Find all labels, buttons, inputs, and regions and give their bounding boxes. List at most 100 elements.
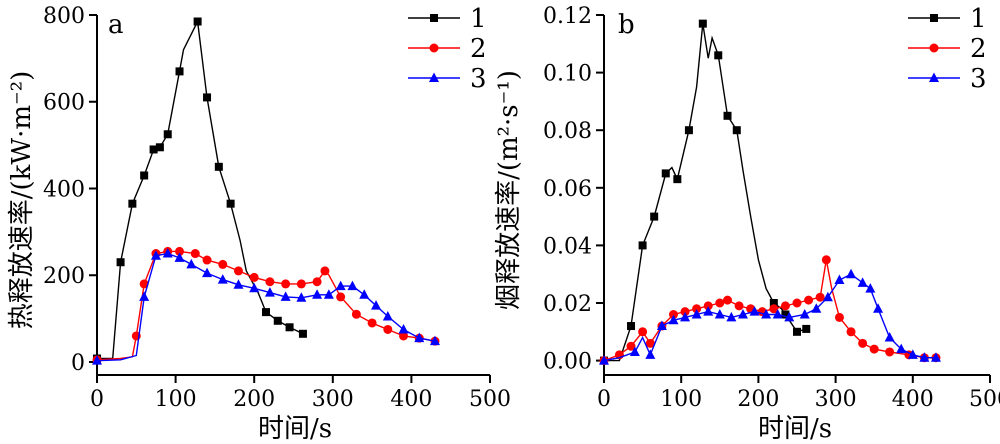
series-3-point	[296, 292, 307, 302]
series-2-point	[139, 279, 149, 289]
series-3-point	[726, 311, 737, 322]
series-1-line	[97, 19, 304, 360]
series-2-point	[202, 255, 212, 265]
series-2-point	[834, 312, 844, 322]
series-2-point	[638, 327, 648, 337]
series-1-point	[793, 327, 801, 336]
series-3-point	[799, 309, 810, 319]
panel-b-letter: b	[618, 10, 635, 40]
legend-item-1: 1	[908, 4, 987, 34]
panel-a-y-axis-title: 热释放速率/(kW·m⁻²)	[7, 71, 37, 330]
legend-marker	[930, 14, 938, 22]
series-2-point	[320, 266, 330, 276]
series-1-point	[226, 199, 235, 208]
x-tick-label: 400	[892, 387, 934, 412]
series-2-point	[715, 298, 725, 308]
series-3-point	[414, 332, 425, 343]
series-3-point	[202, 267, 213, 278]
series-2-point	[218, 259, 228, 269]
legend-marker	[430, 14, 438, 22]
x-tick-label: 0	[597, 387, 611, 412]
x-tick-label: 100	[155, 387, 197, 412]
legend-label: 3	[470, 64, 487, 94]
series-3-point	[907, 349, 918, 359]
legend-label: 2	[470, 34, 487, 64]
series-3-point	[737, 309, 748, 319]
legend-label: 1	[970, 4, 987, 34]
series-3-point	[323, 289, 334, 299]
series-2-point	[249, 272, 259, 282]
series-3-point	[865, 283, 876, 293]
series-3-point	[896, 343, 907, 354]
series-1-point	[285, 323, 294, 332]
series-2-point	[233, 266, 243, 276]
series-1-point	[261, 308, 270, 317]
series-3-point	[656, 320, 667, 331]
series-1-point	[802, 324, 811, 333]
y-tick-label: 0	[71, 351, 85, 376]
panel-a: a 时间/s 热释放速率/(kW·m⁻²) 0 100 200 300 400 500 0 2…	[7, 4, 511, 444]
legend-item-2: 2	[908, 34, 987, 64]
series-2-point	[265, 277, 275, 287]
series-1-point	[638, 241, 647, 250]
legend-label: 2	[970, 34, 987, 64]
series-3-point	[873, 303, 884, 313]
panel-a-x-axis-title: 时间/s	[258, 414, 332, 444]
series-2-point	[780, 301, 790, 311]
series-3-point	[784, 311, 795, 322]
series-1-point	[155, 143, 164, 152]
series-3-point	[217, 274, 228, 284]
x-tick-label: 0	[90, 387, 104, 412]
x-tick-label: 200	[737, 387, 779, 412]
series-3-point	[629, 346, 640, 356]
y-tick-label: 0.06	[543, 177, 592, 202]
legend-item-2: 2	[408, 34, 487, 64]
series-2-point	[296, 279, 306, 289]
series-2-point	[703, 301, 713, 311]
series-3-point	[347, 280, 358, 291]
x-tick-label: 300	[312, 387, 354, 412]
series-2-point	[804, 295, 814, 305]
series-1-point	[698, 19, 707, 28]
series-3-point	[335, 280, 346, 291]
y-tick-label: 400	[43, 177, 85, 202]
series-2-point	[885, 347, 895, 357]
x-tick-label: 400	[390, 387, 432, 412]
series-1-point	[723, 111, 732, 120]
legend-marker	[929, 43, 939, 53]
panel-a-axes: 0 100 200 300 400 500 0 200 400 600 800	[43, 4, 511, 412]
panel-b: b 时间/s 烟释放速率/(m²·s⁻¹) 0 100 200 300 400 500 0.…	[494, 4, 1000, 444]
y-tick-label: 600	[43, 91, 85, 116]
series-3-point	[811, 303, 822, 313]
x-tick-label: 300	[815, 387, 857, 412]
y-tick-label: 0.04	[543, 234, 592, 259]
series-3-point	[398, 323, 409, 334]
series-2-point	[367, 318, 377, 328]
series-3-point	[834, 274, 845, 284]
series-2-point	[869, 344, 879, 354]
legend-item-3: 3	[408, 64, 487, 94]
series-2-point	[312, 277, 322, 287]
legend-item-1: 1	[408, 4, 487, 34]
series-2-point	[175, 246, 185, 256]
series-1-point	[116, 258, 125, 267]
series-3-point	[264, 287, 275, 297]
series-3-point	[359, 289, 370, 299]
series-1-point	[140, 171, 149, 180]
series-3-point	[312, 289, 323, 299]
series-2-point	[383, 324, 393, 334]
legend-marker	[429, 72, 439, 82]
series-3-point	[749, 306, 760, 316]
series-3-point	[680, 311, 691, 322]
series-3-line	[96, 252, 436, 362]
y-tick-label: 0.08	[543, 119, 592, 144]
series-1-point	[673, 175, 682, 184]
series-1-point	[627, 322, 636, 331]
series-2-point	[645, 338, 655, 348]
series-1-point	[273, 316, 282, 325]
series-1-point	[661, 169, 670, 178]
x-tick-label: 500	[969, 387, 1000, 412]
panel-a-series	[92, 17, 440, 365]
